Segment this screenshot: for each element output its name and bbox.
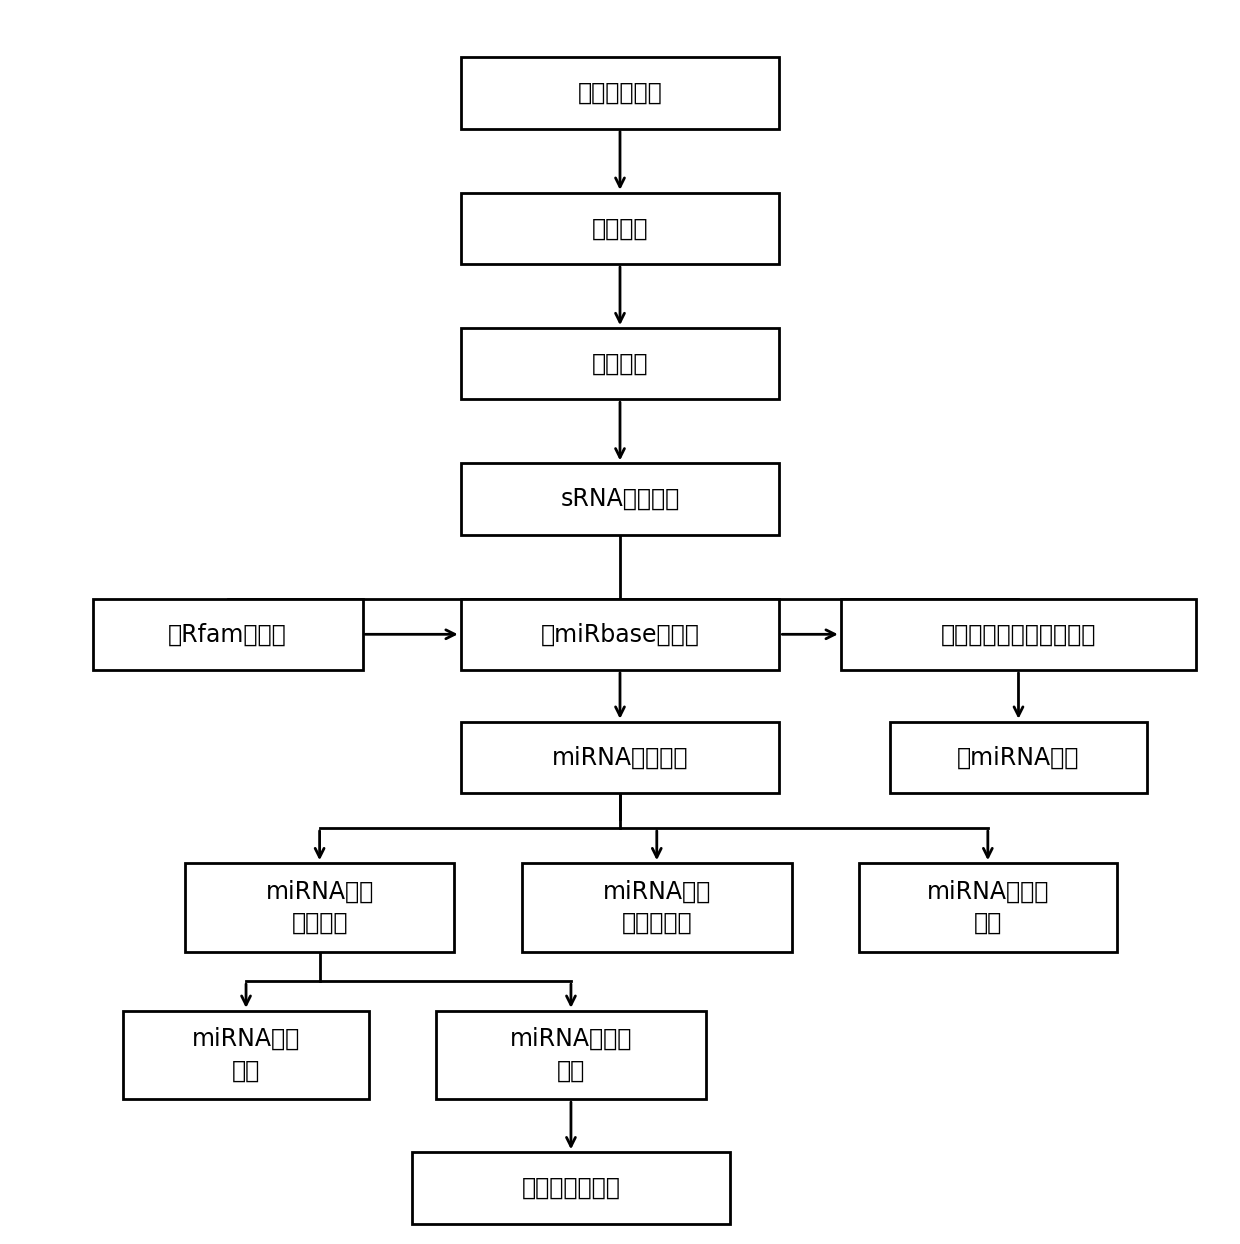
Text: sRNA分类注释: sRNA分类注释 [560, 486, 680, 511]
Bar [841, 598, 1197, 671]
Bar [460, 598, 780, 671]
Bar [93, 598, 362, 671]
Bar [460, 722, 780, 792]
Text: 数据过滤: 数据过滤 [591, 216, 649, 240]
Text: miRNA保守性
分析: miRNA保守性 分析 [926, 880, 1049, 935]
Text: 将其他序列比对到基因组: 将其他序列比对到基因组 [941, 622, 1096, 647]
Text: 与Rfam库比对: 与Rfam库比对 [169, 622, 286, 647]
Bar [522, 863, 791, 952]
Bar [185, 863, 455, 952]
Bar [460, 463, 780, 535]
Bar [436, 1010, 706, 1100]
Bar [460, 328, 780, 399]
Text: 序列去重: 序列去重 [591, 352, 649, 376]
Bar [124, 1010, 368, 1100]
Bar [890, 722, 1147, 792]
Bar [412, 1152, 730, 1224]
Text: miRNA聚类
分析: miRNA聚类 分析 [192, 1028, 300, 1082]
Bar [460, 57, 780, 128]
Text: miRNA靶基因
预测: miRNA靶基因 预测 [510, 1028, 632, 1082]
Text: miRNA碱基
偏好性分析: miRNA碱基 偏好性分析 [603, 880, 711, 935]
Bar [460, 193, 780, 264]
Text: 与miRbase库比对: 与miRbase库比对 [541, 622, 699, 647]
Text: 新miRNA预测: 新miRNA预测 [957, 745, 1080, 769]
Text: 靶基因富集分析: 靶基因富集分析 [522, 1176, 620, 1200]
Bar [859, 863, 1116, 952]
Text: miRNA差异
表达分析: miRNA差异 表达分析 [265, 880, 373, 935]
Text: miRNA表达定量: miRNA表达定量 [552, 745, 688, 769]
Text: 测序下机数据: 测序下机数据 [578, 81, 662, 104]
